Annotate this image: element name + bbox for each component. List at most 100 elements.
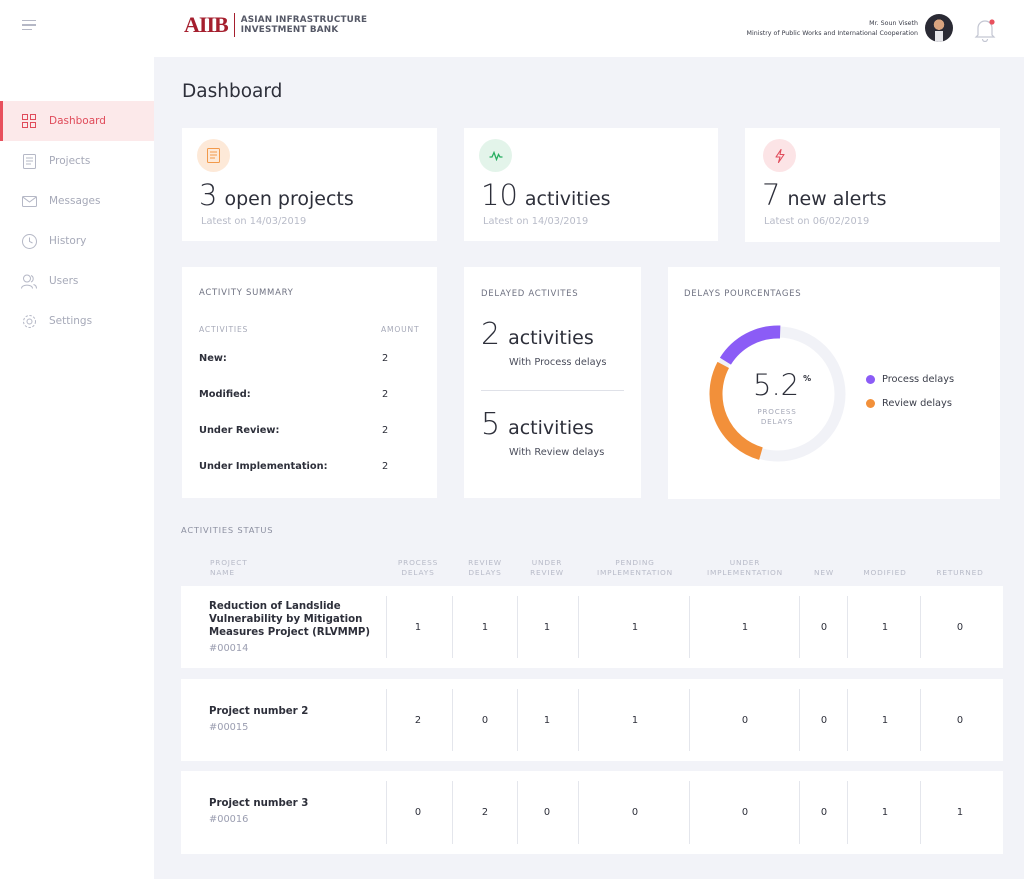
delay-subtitle: With Process delays <box>509 357 607 368</box>
summary-value-modified: 2 <box>382 389 389 400</box>
column-header-line: RETURNED <box>936 568 984 577</box>
column-divider <box>847 689 848 751</box>
column-divider <box>517 689 518 751</box>
sidebar-item-label: Projects <box>49 155 91 167</box>
column-divider <box>920 781 921 844</box>
column-divider <box>847 596 848 658</box>
summary-value-under-review: 2 <box>382 425 389 436</box>
donut-caption: PROCESS DELAYS <box>738 407 816 426</box>
project-id: #00016 <box>209 814 249 825</box>
bell-icon[interactable] <box>974 18 996 43</box>
sidebar-item-settings[interactable]: Settings <box>0 301 154 341</box>
stat-number: 3 <box>199 178 218 212</box>
stat-subtitle: Latest on 14/03/2019 <box>483 216 589 227</box>
column-divider <box>578 781 579 844</box>
delay-row-review: 5 activities <box>481 407 594 442</box>
legend-dot <box>866 375 875 384</box>
logo-text: ASIAN INFRASTRUCTURE INVESTMENT BANK <box>241 15 368 35</box>
stat-main: 7 new alerts <box>762 178 887 212</box>
grid-icon <box>21 113 37 129</box>
stat-number: 10 <box>481 178 518 212</box>
stat-label: activities <box>524 188 611 210</box>
table-cell: 1 <box>741 621 749 633</box>
percentage-unit: % <box>803 374 812 383</box>
legend-dot <box>866 399 875 408</box>
aiib-logo[interactable]: AIIB ASIAN INFRASTRUCTURE INVESTMENT BAN… <box>184 12 367 38</box>
table-row[interactable]: Project number 2 #00015 2 0 1 1 0 0 1 0 <box>181 679 1003 761</box>
table-cell: 1 <box>631 714 639 726</box>
delay-label: activities <box>508 417 594 439</box>
summary-value-new: 2 <box>382 353 389 364</box>
table-row[interactable]: Project number 3 #00016 0 2 0 0 0 0 1 1 <box>181 771 1003 854</box>
caption-line-1: PROCESS <box>757 407 797 416</box>
table-row[interactable]: Reduction of Landslide Vulnerability by M… <box>181 586 1003 668</box>
card-title: DELAYS POURCENTAGES <box>684 289 802 299</box>
table-cell: 0 <box>956 621 964 633</box>
stat-card-new-alerts[interactable]: 7 new alerts Latest on 06/02/2019 <box>745 128 1000 242</box>
legend-label: Process delays <box>882 374 955 385</box>
sidebar-item-dashboard[interactable]: Dashboard <box>0 101 154 141</box>
stat-subtitle: Latest on 06/02/2019 <box>764 216 870 227</box>
delays-percentages-card: DELAYS POURCENTAGES 5.2 % PROCESS DELAYS… <box>668 267 1000 499</box>
column-divider <box>578 596 579 658</box>
table-cell: 0 <box>741 714 749 726</box>
table-cell: 0 <box>481 714 489 726</box>
summary-label-under-review: Under Review: <box>199 425 280 436</box>
project-name: Project number 2 <box>209 706 309 717</box>
users-icon <box>21 273 37 289</box>
sidebar-item-users[interactable]: Users <box>0 261 154 301</box>
stat-label: new alerts <box>787 188 887 210</box>
divider <box>481 390 624 391</box>
logo-line-1: ASIAN INFRASTRUCTURE <box>240 15 368 25</box>
avatar[interactable] <box>925 14 953 42</box>
table-cell: 1 <box>543 714 551 726</box>
table-cell: 1 <box>481 621 489 633</box>
logo-mark: AIIB <box>184 12 229 37</box>
table-cell: 1 <box>881 807 889 818</box>
stat-card-open-projects[interactable]: 3 open projects Latest on 14/03/2019 <box>182 128 437 241</box>
summary-label-new: New: <box>199 353 227 364</box>
table-cell: 1 <box>881 621 889 633</box>
column-header-line: NEW <box>814 568 834 577</box>
column-divider <box>578 689 579 751</box>
envelope-icon <box>21 193 37 209</box>
summary-value-under-implementation: 2 <box>382 461 389 472</box>
table-title: ACTIVITIES STATUS <box>181 525 274 535</box>
table-cell: 0 <box>741 807 749 818</box>
column-header-line: UNDER <box>729 558 761 567</box>
column-header: UNDER REVIEW <box>487 558 607 578</box>
sidebar-item-label: History <box>49 235 87 247</box>
column-divider <box>386 689 387 751</box>
project-id: #00015 <box>209 722 249 733</box>
table-cell: 0 <box>414 807 422 818</box>
menu-icon[interactable] <box>22 20 36 31</box>
legend-item-review: Review delays <box>866 398 952 409</box>
column-divider <box>799 689 800 751</box>
column-divider <box>689 689 690 751</box>
activity-icon <box>479 139 512 172</box>
sidebar-item-history[interactable]: History <box>0 221 154 261</box>
top-header: AIIB ASIAN INFRASTRUCTURE INVESTMENT BAN… <box>154 0 1024 57</box>
column-header-line: MODIFIED <box>863 568 907 577</box>
column-header-line: IMPLEMENTATION <box>596 568 674 577</box>
column-divider <box>920 596 921 658</box>
column-divider <box>452 689 453 751</box>
sidebar-item-projects[interactable]: Projects <box>0 141 154 181</box>
project-name: Reduction of Landslide <box>209 601 341 612</box>
column-header: UNDER IMPLEMENTATION <box>685 558 805 578</box>
sidebar-item-messages[interactable]: Messages <box>0 181 154 221</box>
column-divider <box>799 781 800 844</box>
column-header: PENDING IMPLEMENTATION <box>575 558 695 578</box>
clock-icon <box>21 233 37 249</box>
stat-card-activities[interactable]: 10 activities Latest on 14/03/2019 <box>464 128 718 241</box>
column-header-amount: AMOUNT <box>381 325 420 334</box>
column-header-activities: ACTIVITIES <box>199 325 249 334</box>
sidebar: Dashboard Projects Messages History User… <box>0 0 154 879</box>
column-divider <box>847 781 848 844</box>
legend-item-process: Process delays <box>866 374 954 385</box>
sidebar-item-label: Users <box>49 275 79 287</box>
column-header: MODIFIED <box>825 568 945 578</box>
logo-line-2: INVESTMENT BANK <box>240 25 339 35</box>
sidebar-item-label: Dashboard <box>49 115 106 127</box>
table-cell: 1 <box>414 621 422 633</box>
